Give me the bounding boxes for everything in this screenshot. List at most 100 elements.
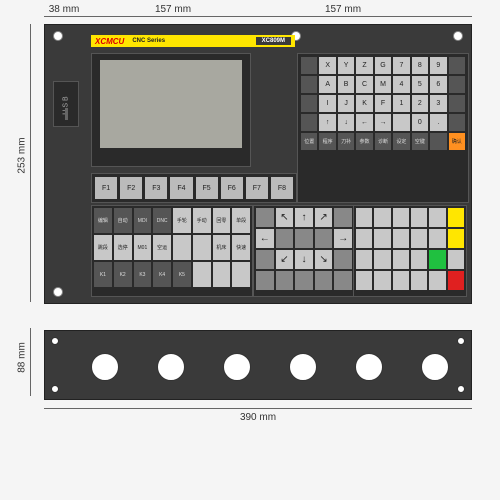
mode-key[interactable]: 回零 (213, 208, 231, 233)
jog-key[interactable]: ↘ (315, 250, 333, 269)
key[interactable]: Z (356, 57, 372, 74)
key[interactable]: ↓ (338, 114, 354, 131)
key[interactable]: 空键 (412, 133, 428, 150)
jog-key[interactable] (256, 250, 274, 269)
key[interactable]: A (319, 76, 335, 93)
key[interactable]: F (375, 95, 391, 112)
mode-key[interactable]: K1 (94, 262, 112, 287)
mode-key[interactable] (193, 262, 211, 287)
mode-key[interactable]: 空运 (153, 235, 171, 260)
fkey-f5[interactable]: F5 (196, 177, 218, 199)
key[interactable]: 设定 (393, 133, 409, 150)
key[interactable]: G (375, 57, 391, 74)
key[interactable]: M (375, 76, 391, 93)
key[interactable]: 确认 (449, 133, 465, 150)
mode-key[interactable]: K2 (114, 262, 132, 287)
key[interactable] (301, 57, 317, 74)
jog-key[interactable]: ↙ (276, 250, 294, 269)
jog-key[interactable] (315, 229, 333, 248)
jog-key[interactable]: ↑ (295, 208, 313, 227)
key[interactable] (449, 76, 465, 93)
key[interactable]: 0 (412, 114, 428, 131)
spindle-key[interactable] (429, 208, 445, 227)
mode-key[interactable]: DNC (153, 208, 171, 233)
key[interactable] (449, 95, 465, 112)
spindle-key[interactable] (448, 250, 464, 269)
key[interactable]: 参数 (356, 133, 372, 150)
mode-key[interactable]: 机床 (213, 235, 231, 260)
spindle-key[interactable] (374, 208, 390, 227)
spindle-key[interactable] (374, 271, 390, 290)
jog-key[interactable] (334, 250, 352, 269)
spindle-key[interactable] (393, 271, 409, 290)
spindle-key[interactable] (393, 250, 409, 269)
jog-key[interactable]: ↖ (276, 208, 294, 227)
spindle-key[interactable] (393, 208, 409, 227)
key[interactable]: 4 (393, 76, 409, 93)
key[interactable]: → (375, 114, 391, 131)
fkey-f4[interactable]: F4 (170, 177, 192, 199)
key[interactable]: 8 (412, 57, 428, 74)
key[interactable]: J (338, 95, 354, 112)
mode-key[interactable]: K5 (173, 262, 191, 287)
fkey-f7[interactable]: F7 (246, 177, 268, 199)
spindle-key[interactable] (429, 229, 445, 248)
key[interactable]: 2 (412, 95, 428, 112)
jog-key[interactable] (256, 208, 274, 227)
fkey-f1[interactable]: F1 (95, 177, 117, 199)
key[interactable]: 6 (430, 76, 446, 93)
spindle-key[interactable] (356, 271, 372, 290)
spindle-key[interactable] (356, 208, 372, 227)
key[interactable]: 刀补 (338, 133, 354, 150)
key[interactable]: B (338, 76, 354, 93)
spindle-key[interactable] (429, 250, 445, 269)
key[interactable] (301, 76, 317, 93)
key[interactable]: 1 (393, 95, 409, 112)
jog-key[interactable] (295, 229, 313, 248)
mode-key[interactable] (173, 235, 191, 260)
jog-key[interactable]: → (334, 229, 352, 248)
mode-key[interactable]: 快速 (232, 235, 250, 260)
jog-key[interactable] (334, 271, 352, 290)
mode-key[interactable]: 手轮 (173, 208, 191, 233)
mode-key[interactable]: 选停 (114, 235, 132, 260)
key[interactable]: I (319, 95, 335, 112)
key[interactable]: ↑ (319, 114, 335, 131)
jog-key[interactable]: ↗ (315, 208, 333, 227)
key[interactable] (430, 133, 446, 150)
fkey-f3[interactable]: F3 (145, 177, 167, 199)
key[interactable]: 3 (430, 95, 446, 112)
mode-key[interactable]: 手动 (193, 208, 211, 233)
jog-key[interactable] (256, 271, 274, 290)
mode-key[interactable]: M01 (134, 235, 152, 260)
key[interactable] (449, 57, 465, 74)
mode-key[interactable]: 跳段 (94, 235, 112, 260)
mode-key[interactable]: K4 (153, 262, 171, 287)
mode-key[interactable]: MDI (134, 208, 152, 233)
spindle-key[interactable] (429, 271, 445, 290)
jog-key[interactable] (315, 271, 333, 290)
key[interactable]: 诊断 (375, 133, 391, 150)
spindle-key[interactable] (393, 229, 409, 248)
spindle-key[interactable] (356, 229, 372, 248)
key[interactable]: 程序 (319, 133, 335, 150)
mode-key[interactable]: 单段 (232, 208, 250, 233)
mode-key[interactable]: 自动 (114, 208, 132, 233)
key[interactable] (301, 114, 317, 131)
key[interactable]: Y (338, 57, 354, 74)
spindle-key[interactable] (374, 229, 390, 248)
spindle-key[interactable] (448, 271, 464, 290)
spindle-key[interactable] (448, 208, 464, 227)
mode-key[interactable]: K3 (134, 262, 152, 287)
key[interactable]: K (356, 95, 372, 112)
key[interactable]: ← (356, 114, 372, 131)
fkey-f8[interactable]: F8 (271, 177, 293, 199)
mode-key[interactable] (193, 235, 211, 260)
spindle-key[interactable] (411, 229, 427, 248)
jog-key[interactable] (276, 271, 294, 290)
spindle-key[interactable] (374, 250, 390, 269)
key[interactable] (393, 114, 409, 131)
jog-key[interactable] (295, 271, 313, 290)
key[interactable]: 5 (412, 76, 428, 93)
jog-key[interactable] (276, 229, 294, 248)
